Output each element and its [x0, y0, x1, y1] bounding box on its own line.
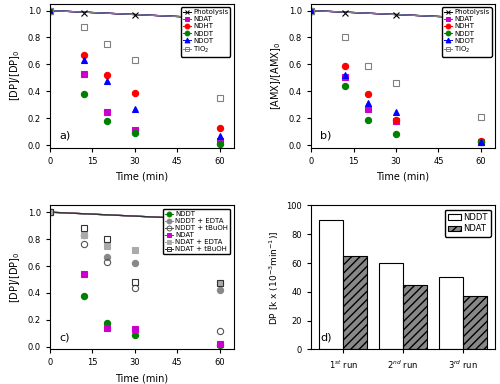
Legend: Photolysis, NDAT, NDHT, NDDT, NDOT, TiO$_2$: Photolysis, NDAT, NDHT, NDDT, NDOT, TiO$…: [180, 7, 230, 57]
X-axis label: Time (min): Time (min): [116, 373, 168, 383]
Bar: [379, 263, 403, 349]
Text: a): a): [59, 131, 70, 141]
Bar: [320, 220, 344, 349]
Y-axis label: [DP]/[DP]$_0$: [DP]/[DP]$_0$: [8, 50, 22, 101]
Bar: [344, 256, 367, 349]
X-axis label: Time (min): Time (min): [116, 171, 168, 181]
Text: c): c): [59, 332, 70, 342]
Bar: [403, 285, 427, 349]
X-axis label: Time (min): Time (min): [376, 171, 430, 181]
Bar: [439, 277, 463, 349]
Legend: NDDT, NDAT: NDDT, NDAT: [445, 210, 491, 237]
Text: b): b): [320, 131, 332, 141]
Text: d): d): [320, 332, 332, 342]
Y-axis label: [AMX]/[AMX]$_0$: [AMX]/[AMX]$_0$: [270, 42, 283, 110]
Y-axis label: [DP]/[DP]$_0$: [DP]/[DP]$_0$: [8, 252, 22, 303]
Legend: NDDT, NDDT + EDTA, NDDT + tBuOH, NDAT, NDAT + EDTA, NDAT + tBuOH: NDDT, NDDT + EDTA, NDDT + tBuOH, NDAT, N…: [163, 209, 230, 254]
Bar: [463, 296, 486, 349]
Legend: Photolysis, NDAT, NDHT, NDDT, NDOT, TiO$_2$: Photolysis, NDAT, NDHT, NDDT, NDOT, TiO$…: [442, 7, 492, 57]
Y-axis label: DP [k x (10$^{-3}$min$^{-1}$)]: DP [k x (10$^{-3}$min$^{-1}$)]: [268, 230, 281, 324]
